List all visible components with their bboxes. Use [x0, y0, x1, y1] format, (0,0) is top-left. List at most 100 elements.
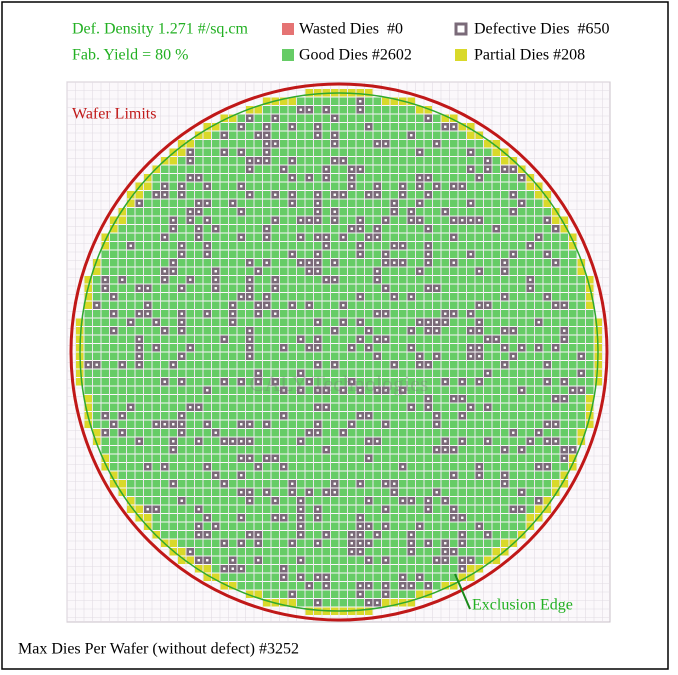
good-die [424, 522, 432, 530]
good-die [501, 233, 509, 241]
good-die [195, 335, 203, 343]
good-die [271, 395, 279, 403]
defect-dot [478, 329, 481, 332]
good-die [348, 157, 356, 165]
good-die [407, 148, 415, 156]
good-die [475, 191, 483, 199]
good-die [569, 250, 577, 258]
defect-dot [427, 261, 430, 264]
good-die [220, 573, 228, 581]
good-die [254, 352, 262, 360]
good-die [501, 199, 509, 207]
good-die [373, 454, 381, 462]
good-die [161, 497, 169, 505]
good-die [118, 369, 126, 377]
good-die [288, 412, 296, 420]
good-die [203, 352, 211, 360]
good-die [271, 157, 279, 165]
good-die [314, 590, 322, 598]
good-die [416, 386, 424, 394]
partial-die [127, 199, 135, 207]
good-die [407, 565, 415, 573]
good-die [169, 488, 177, 496]
good-die [509, 259, 517, 267]
defect-dot [563, 304, 566, 307]
good-die [144, 471, 152, 479]
good-die [203, 335, 211, 343]
good-die [101, 344, 109, 352]
good-die [212, 514, 220, 522]
good-die [144, 446, 152, 454]
good-die [382, 199, 390, 207]
good-die [280, 335, 288, 343]
legend-label: Defective Dies #650 [474, 21, 610, 38]
good-die [458, 191, 466, 199]
good-die [314, 369, 322, 377]
good-die [152, 463, 160, 471]
good-die [492, 259, 500, 267]
good-die [543, 276, 551, 284]
good-die [305, 131, 313, 139]
good-die [526, 497, 534, 505]
good-die [237, 131, 245, 139]
good-die [237, 335, 245, 343]
good-die [373, 582, 381, 590]
good-die [373, 522, 381, 530]
defect-dot [469, 253, 472, 256]
defect-dot [240, 491, 243, 494]
good-die [254, 174, 262, 182]
defect-dot [546, 363, 549, 366]
defect-dot [427, 329, 430, 332]
good-die [365, 335, 373, 343]
partial-die [212, 123, 220, 131]
good-die [263, 208, 271, 216]
good-die [288, 242, 296, 250]
good-die [416, 429, 424, 437]
good-die [229, 293, 237, 301]
defect-dot [537, 346, 540, 349]
good-die [246, 140, 254, 148]
good-die [560, 361, 568, 369]
good-die [518, 335, 526, 343]
defect-dot [384, 287, 387, 290]
good-die [263, 182, 271, 190]
good-die [543, 284, 551, 292]
good-die [441, 191, 449, 199]
good-die [424, 378, 432, 386]
good-die [220, 327, 228, 335]
good-die [390, 378, 398, 386]
good-die [390, 301, 398, 309]
good-die [390, 123, 398, 131]
good-die [339, 97, 347, 105]
good-die [93, 327, 101, 335]
good-die [450, 225, 458, 233]
good-die [441, 233, 449, 241]
good-die [169, 191, 177, 199]
defect-dot [155, 423, 158, 426]
good-die [220, 403, 228, 411]
good-die [220, 199, 228, 207]
partial-die [84, 420, 92, 428]
good-die [467, 182, 475, 190]
good-die [433, 233, 441, 241]
defect-dot [427, 508, 430, 511]
good-die [339, 310, 347, 318]
good-die [365, 97, 373, 105]
good-die [339, 454, 347, 462]
partial-die [552, 216, 560, 224]
good-die [424, 182, 432, 190]
good-die [331, 590, 339, 598]
good-die [305, 250, 313, 258]
good-die [178, 216, 186, 224]
good-die [433, 454, 441, 462]
good-die [535, 335, 543, 343]
good-die [237, 522, 245, 530]
good-die [450, 522, 458, 530]
good-die [535, 352, 543, 360]
defect-dot [308, 108, 311, 111]
good-die [144, 369, 152, 377]
good-die [475, 182, 483, 190]
good-die [458, 497, 466, 505]
good-die [305, 386, 313, 394]
partial-die [475, 565, 483, 573]
